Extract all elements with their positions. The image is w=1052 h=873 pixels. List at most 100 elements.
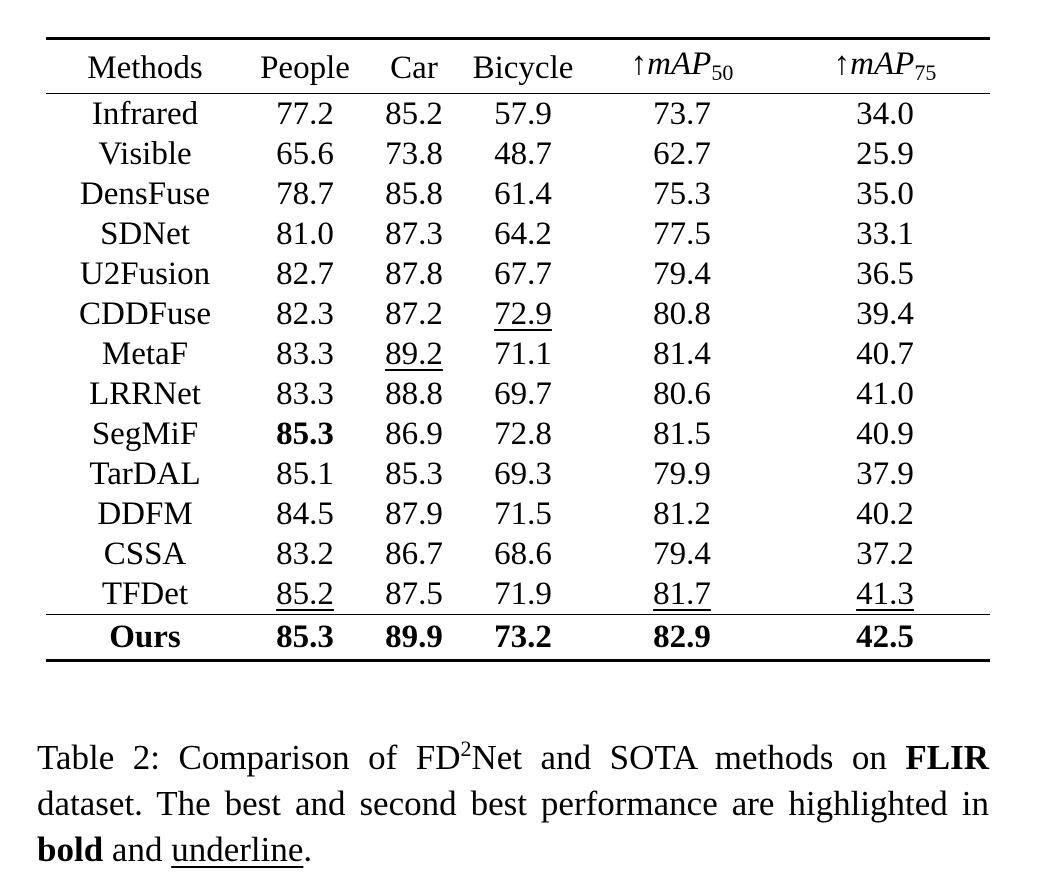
value-text: 37.9 [856, 456, 914, 492]
table-row: SDNet 81.0 87.3 64.2 77.5 33.1 [46, 214, 990, 254]
value-cell: 85.8 [366, 174, 462, 214]
value-cell: 37.9 [780, 454, 990, 494]
header-car: Car [390, 50, 438, 86]
table-row: TFDet 85.2 87.5 71.9 81.7 41.3 [46, 574, 990, 615]
value-text: 39.4 [856, 296, 914, 332]
value-cell: 77.2 [244, 94, 366, 135]
table-row: Visible 65.6 73.8 48.7 62.7 25.9 [46, 134, 990, 174]
value-cell: 89.9 [366, 615, 462, 661]
value-text: 87.9 [385, 496, 443, 532]
value-text: 83.3 [276, 336, 334, 372]
value-cell: 39.4 [780, 294, 990, 334]
value-text: 75.3 [653, 176, 711, 212]
caption-part1: Comparison of FD [178, 738, 461, 777]
value-text: 80.8 [653, 296, 711, 332]
value-text: 79.4 [653, 536, 711, 572]
value-cell: 41.3 [780, 574, 990, 615]
caption-label: Table 2: [37, 738, 160, 777]
value-text: 25.9 [856, 136, 914, 172]
value-text: 40.9 [856, 416, 914, 452]
value-text: 77.2 [276, 96, 334, 132]
map50-symbol: mAP50 [647, 46, 733, 85]
value-cell: 81.7 [584, 574, 780, 615]
method-cell: LRRNet [89, 376, 201, 412]
value-cell: 37.2 [780, 534, 990, 574]
value-cell: 61.4 [462, 174, 584, 214]
value-cell: 81.5 [584, 414, 780, 454]
value-text: 86.7 [385, 536, 443, 572]
value-cell: 81.2 [584, 494, 780, 534]
value-text: 41.0 [856, 376, 914, 412]
value-text: 81.2 [653, 496, 711, 532]
value-text: 88.8 [385, 376, 443, 412]
value-cell: 86.7 [366, 534, 462, 574]
value-cell: 84.5 [244, 494, 366, 534]
value-cell: 87.5 [366, 574, 462, 615]
value-cell: 73.8 [366, 134, 462, 174]
results-table-container: Methods People Car Bicycle ↑mAP50 ↑mAP75… [46, 37, 990, 662]
table-row: LRRNet 83.3 88.8 69.7 80.6 41.0 [46, 374, 990, 414]
map75-subscript: 75 [914, 59, 937, 85]
value-text: 85.3 [276, 416, 334, 452]
value-cell: 77.5 [584, 214, 780, 254]
table-row: CDDFuse 82.3 87.2 72.9 80.8 39.4 [46, 294, 990, 334]
value-text: 69.7 [494, 376, 552, 412]
value-cell: 68.6 [462, 534, 584, 574]
value-cell: 80.6 [584, 374, 780, 414]
table-body: Infrared 77.2 85.2 57.9 73.7 34.0 Visible 65.6 7… [46, 94, 990, 661]
value-cell: 69.7 [462, 374, 584, 414]
method-cell: SegMiF [91, 416, 199, 452]
method-cell: TarDAL [89, 456, 201, 492]
value-text: 37.2 [856, 536, 914, 572]
value-text: 62.7 [653, 136, 711, 172]
value-cell: 80.8 [584, 294, 780, 334]
table-header: Methods People Car Bicycle ↑mAP50 ↑mAP75 [46, 38, 990, 94]
value-cell: 73.2 [462, 615, 584, 661]
value-text: 82.3 [276, 296, 334, 332]
value-text: 81.5 [653, 416, 711, 452]
value-text: 85.2 [276, 576, 334, 612]
value-cell: 83.3 [244, 374, 366, 414]
map50-arrow: ↑ [630, 45, 648, 82]
map75-arrow: ↑ [833, 45, 851, 82]
value-text: 80.6 [653, 376, 711, 412]
value-cell: 40.9 [780, 414, 990, 454]
value-cell: 81.0 [244, 214, 366, 254]
header-methods: Methods [87, 50, 203, 86]
value-cell: 79.4 [584, 534, 780, 574]
map75-symbol: mAP75 [850, 45, 937, 85]
caption-part2: Net and SOTA methods on [471, 738, 887, 777]
caption-end: . [303, 830, 313, 869]
value-cell: 40.2 [780, 494, 990, 534]
caption-bold-word: bold [37, 830, 104, 869]
value-cell: 85.3 [244, 414, 366, 454]
value-cell: 82.9 [584, 615, 780, 661]
value-cell: 83.3 [244, 334, 366, 374]
value-cell: 67.7 [462, 254, 584, 294]
results-table: Methods People Car Bicycle ↑mAP50 ↑mAP75… [46, 37, 990, 662]
value-text: 84.5 [276, 496, 334, 532]
method-cell: MetaF [101, 336, 189, 372]
value-text: 83.3 [276, 376, 334, 412]
value-text: 68.6 [494, 536, 552, 572]
value-cell: 71.9 [462, 574, 584, 615]
value-cell: 64.2 [462, 214, 584, 254]
value-text: 57.9 [494, 96, 552, 132]
value-cell: 89.2 [366, 334, 462, 374]
value-cell: 87.9 [366, 494, 462, 534]
table-row: MetaF 83.3 89.2 71.1 81.4 40.7 [46, 334, 990, 374]
value-text: 85.8 [385, 176, 443, 212]
value-text: 71.1 [494, 336, 552, 372]
value-cell: 35.0 [780, 174, 990, 214]
caption-part3: dataset. The best and second best perfor… [37, 784, 989, 823]
caption-underline-word: underline [171, 830, 304, 869]
value-cell: 79.4 [584, 254, 780, 294]
table-row: DDFM 84.5 87.9 71.5 81.2 40.2 [46, 494, 990, 534]
value-text: 78.7 [276, 176, 334, 212]
header-map50: ↑mAP50 [584, 39, 780, 94]
value-text: 87.3 [385, 216, 443, 252]
value-cell: 87.3 [366, 214, 462, 254]
map75-symbol-text: mAP [850, 45, 915, 82]
value-text: 79.9 [653, 456, 711, 492]
value-cell: 86.9 [366, 414, 462, 454]
